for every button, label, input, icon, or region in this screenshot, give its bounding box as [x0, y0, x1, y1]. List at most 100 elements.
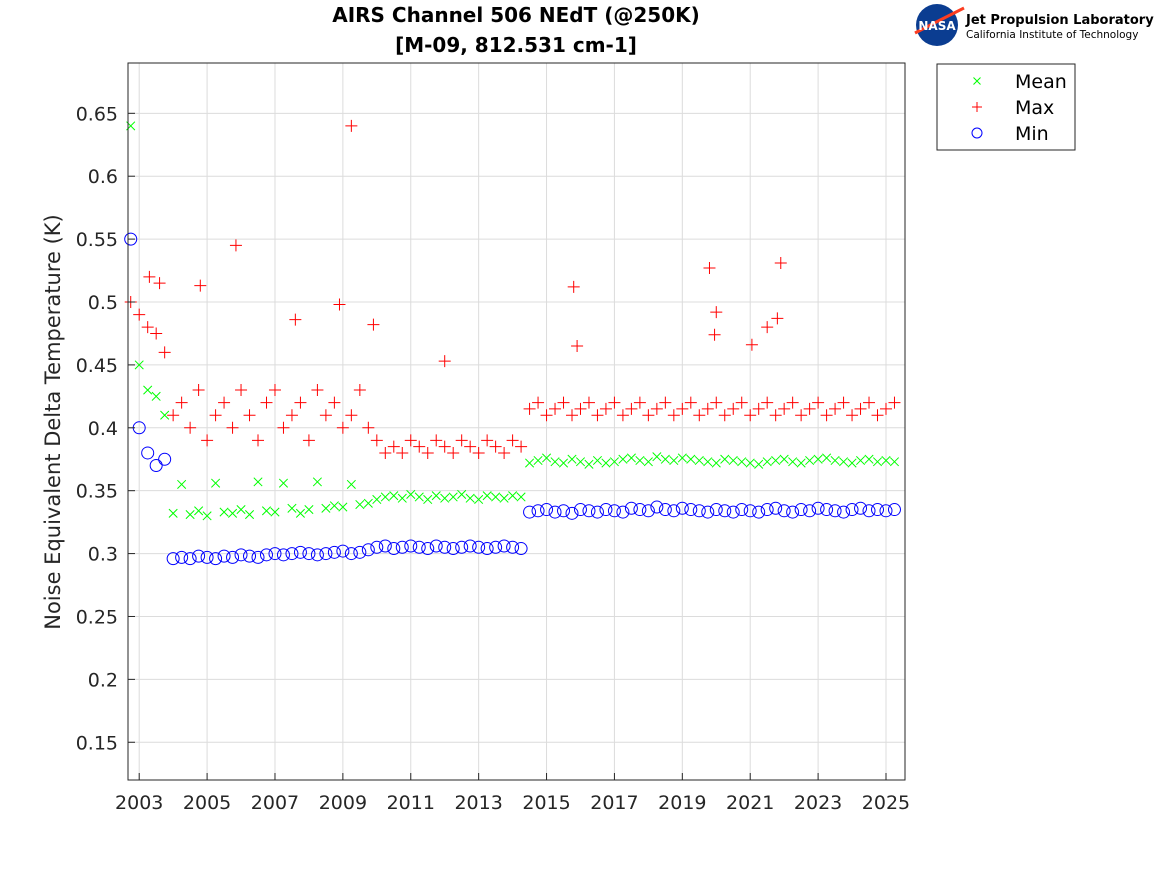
data-point-min [293, 545, 307, 559]
data-point-min [141, 446, 155, 460]
data-point-mean [558, 458, 569, 468]
data-point-max [795, 409, 808, 422]
data-point-max [515, 440, 528, 453]
data-point-min [599, 503, 613, 517]
outlier-point-max [745, 338, 758, 351]
data-point-max [608, 396, 621, 409]
data-point-max [888, 396, 901, 409]
data-point-max [820, 409, 833, 422]
data-point-mean [855, 455, 866, 466]
data-point-max [676, 402, 689, 415]
data-point-mean [592, 455, 603, 466]
data-point-min [887, 503, 901, 517]
data-point-max [209, 409, 222, 422]
x-tick-label: 2011 [387, 792, 435, 814]
data-point-min [735, 503, 749, 517]
data-point-min [531, 504, 545, 518]
data-point-max [684, 396, 697, 409]
data-point-max [846, 409, 859, 422]
data-point-min [158, 452, 172, 466]
outlier-point-max [771, 312, 784, 325]
nasa-emblem-icon [916, 4, 958, 46]
data-point-max [336, 421, 349, 434]
data-point-min [192, 549, 206, 563]
data-point-max [642, 409, 655, 422]
data-point-mean [652, 452, 662, 462]
data-point-mean [686, 454, 696, 464]
outlier-point-max [194, 279, 207, 292]
data-point-mean [601, 458, 611, 468]
data-point-mean [779, 454, 789, 464]
data-point-max [226, 421, 239, 434]
data-point-min [259, 548, 273, 562]
data-point-mean [635, 455, 645, 466]
data-point-max [693, 409, 706, 422]
data-point-max [260, 396, 273, 409]
data-point-mean [711, 458, 721, 468]
data-point-max [150, 327, 163, 340]
nasa-swoosh-icon [914, 6, 965, 35]
data-point-mean [194, 506, 204, 516]
data-point-mean [864, 454, 874, 464]
data-point-max [523, 402, 536, 415]
data-point-max [829, 402, 842, 415]
data-point-mean [380, 492, 390, 502]
data-point-mean [660, 454, 670, 464]
data-point-min [752, 505, 766, 519]
data-point-mean [643, 457, 653, 467]
data-point-mean [533, 455, 543, 466]
data-point-mean [177, 479, 187, 489]
data-point-min [395, 540, 409, 554]
data-point-max [218, 396, 231, 409]
data-point-max [268, 384, 281, 397]
data-point-mean [134, 360, 144, 370]
data-point-min [336, 544, 350, 558]
data-point-min [370, 540, 384, 554]
data-point-min [446, 542, 460, 556]
data-point-min [310, 548, 324, 562]
data-point-min [701, 505, 715, 519]
jpl-logo: NASA Jet Propulsion Laboratory Californi… [914, 4, 1154, 46]
data-point-min [243, 549, 257, 563]
data-point-mean [830, 455, 840, 466]
x-tick-label: 2003 [115, 792, 163, 814]
x-tick-label: 2009 [319, 792, 367, 814]
data-point-max [379, 446, 392, 459]
data-point-max [854, 402, 867, 415]
data-point-min [463, 539, 477, 553]
data-point-min [378, 539, 392, 553]
data-point-mean [626, 453, 636, 463]
data-point-mean [805, 455, 815, 466]
data-point-max [184, 421, 197, 434]
data-point-min [514, 542, 528, 556]
data-point-min [387, 542, 401, 556]
data-point-mean [363, 498, 373, 508]
x-tick-label: 2005 [183, 792, 231, 814]
data-point-mean [414, 492, 424, 502]
data-point-mean [584, 459, 594, 469]
outlier-point-max [153, 277, 166, 290]
data-point-min [404, 539, 418, 553]
data-point-mean [244, 510, 255, 520]
outlier-point-max [367, 318, 380, 331]
data-point-mean [312, 477, 322, 487]
data-point-min [616, 505, 630, 519]
y-tick-label: 0.3 [88, 544, 118, 566]
tick-labels: 2003 2005 2007 2009 2011 2013 2015 2017 2019 2021… [76, 103, 910, 814]
outlier-point-max [567, 280, 580, 293]
data-point-mean [406, 489, 416, 500]
data-point-mean [168, 508, 178, 518]
outlier-point-max [345, 119, 358, 132]
data-point-min [455, 540, 469, 554]
series-mean [126, 121, 900, 521]
data-point-mean [253, 477, 263, 487]
data-point-min [285, 547, 299, 561]
data-point-mean [270, 507, 280, 517]
data-point-min [667, 504, 681, 518]
data-point-max [158, 346, 171, 359]
data-point-mean [881, 455, 891, 466]
data-point-min [429, 539, 443, 553]
data-point-min [777, 504, 791, 518]
data-point-max [769, 409, 782, 422]
data-point-max [701, 402, 714, 415]
